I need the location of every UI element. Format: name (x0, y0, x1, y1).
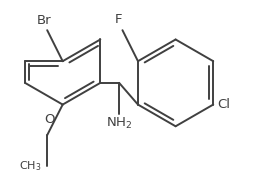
Text: CH$_3$: CH$_3$ (19, 159, 42, 173)
Text: O: O (45, 113, 55, 126)
Text: Br: Br (37, 14, 51, 27)
Text: F: F (114, 13, 122, 26)
Text: Cl: Cl (218, 98, 231, 111)
Text: NH$_2$: NH$_2$ (106, 115, 132, 130)
